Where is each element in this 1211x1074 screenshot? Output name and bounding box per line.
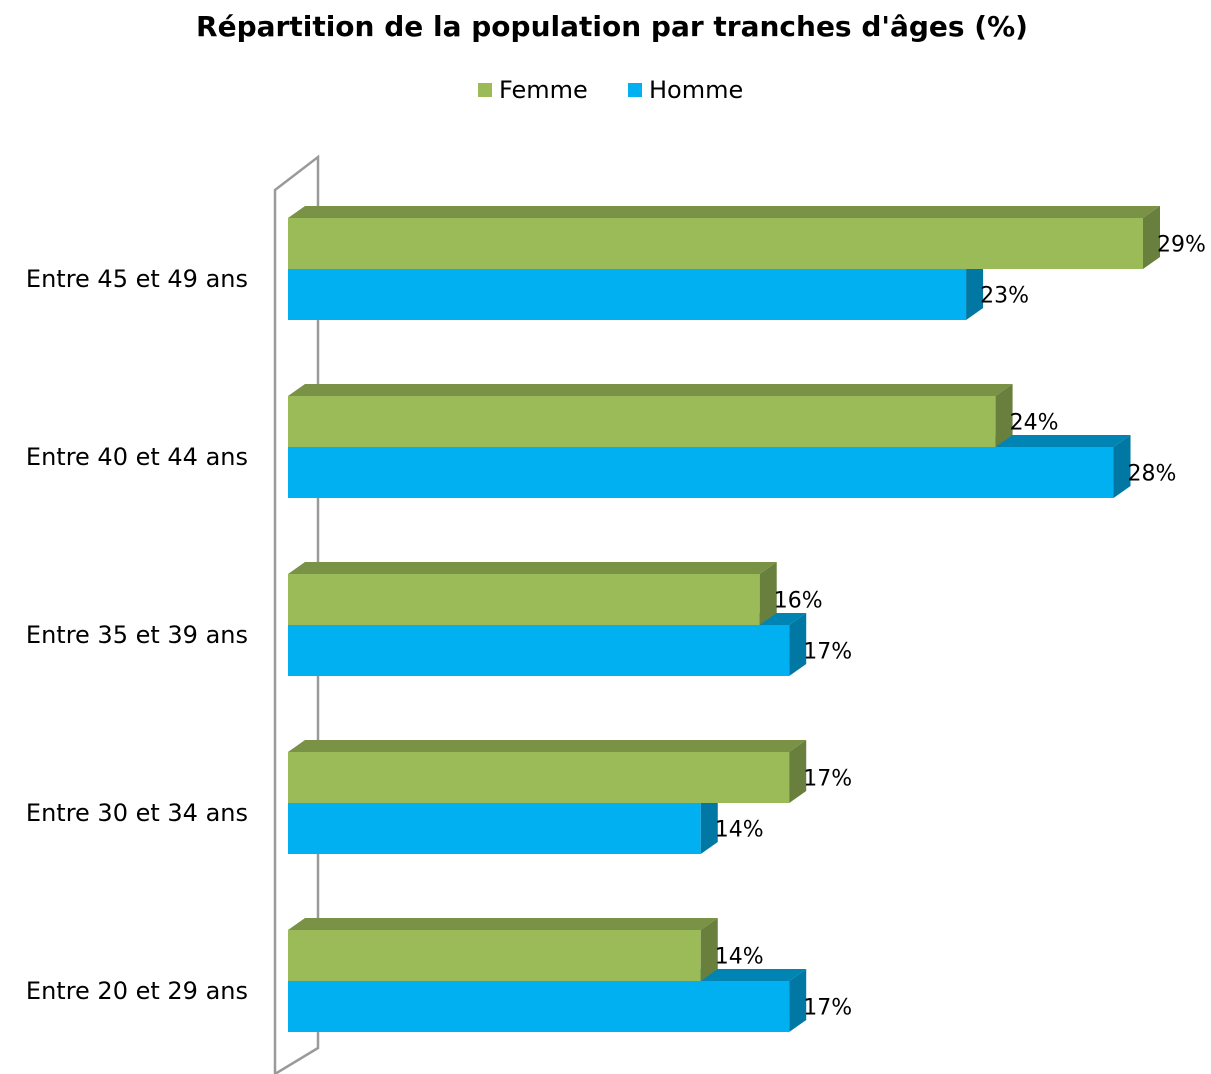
bar-front	[288, 625, 790, 676]
legend-swatch	[628, 83, 642, 97]
bar-side	[700, 791, 718, 854]
bar-side	[789, 969, 807, 1032]
category-label: Entre 35 et 39 ans	[26, 621, 248, 649]
bar	[288, 918, 718, 981]
bar-side	[966, 257, 984, 320]
chart-title: Répartition de la population par tranche…	[196, 10, 1028, 43]
category-label: Entre 20 et 29 ans	[26, 977, 248, 1005]
bar-side	[995, 384, 1013, 447]
bar-top	[288, 206, 1160, 218]
bar-front	[288, 269, 967, 320]
bar-front	[288, 574, 760, 625]
bar	[288, 562, 777, 625]
legend-swatch	[478, 83, 492, 97]
value-label: 29%	[1157, 233, 1206, 258]
category-label: Entre 30 et 34 ans	[26, 799, 248, 827]
value-label: 17%	[803, 996, 852, 1021]
value-label: 28%	[1128, 462, 1177, 487]
bar	[288, 206, 1160, 269]
bar	[288, 740, 807, 803]
bar-side	[759, 562, 777, 625]
bar-side	[789, 740, 807, 803]
value-label: 14%	[715, 818, 764, 843]
value-label: 23%	[980, 284, 1029, 309]
bar	[288, 384, 1013, 447]
bar-front	[288, 981, 790, 1032]
value-label: 24%	[1010, 411, 1059, 436]
value-label: 14%	[715, 945, 764, 970]
value-label: 17%	[803, 767, 852, 792]
bar-front	[288, 930, 701, 981]
category-label: Entre 40 et 44 ans	[26, 443, 248, 471]
bar-front	[288, 752, 790, 803]
legend-label: Homme	[649, 76, 743, 104]
bar-top	[288, 384, 1013, 396]
bar-front	[288, 447, 1114, 498]
bar-side	[700, 918, 718, 981]
bar-top	[288, 918, 718, 930]
bar-front	[288, 218, 1143, 269]
value-label: 16%	[774, 589, 823, 614]
category-label: Entre 45 et 49 ans	[26, 265, 248, 293]
back-wall	[273, 154, 320, 1074]
bar-front	[288, 803, 701, 854]
legend-label: Femme	[499, 76, 588, 104]
bar-side	[1113, 435, 1131, 498]
bar-top	[288, 562, 777, 574]
bar-side	[789, 613, 807, 676]
value-label: 17%	[803, 640, 852, 665]
bar-front	[288, 396, 996, 447]
bar-top	[288, 740, 807, 752]
bar-side	[1143, 206, 1160, 269]
